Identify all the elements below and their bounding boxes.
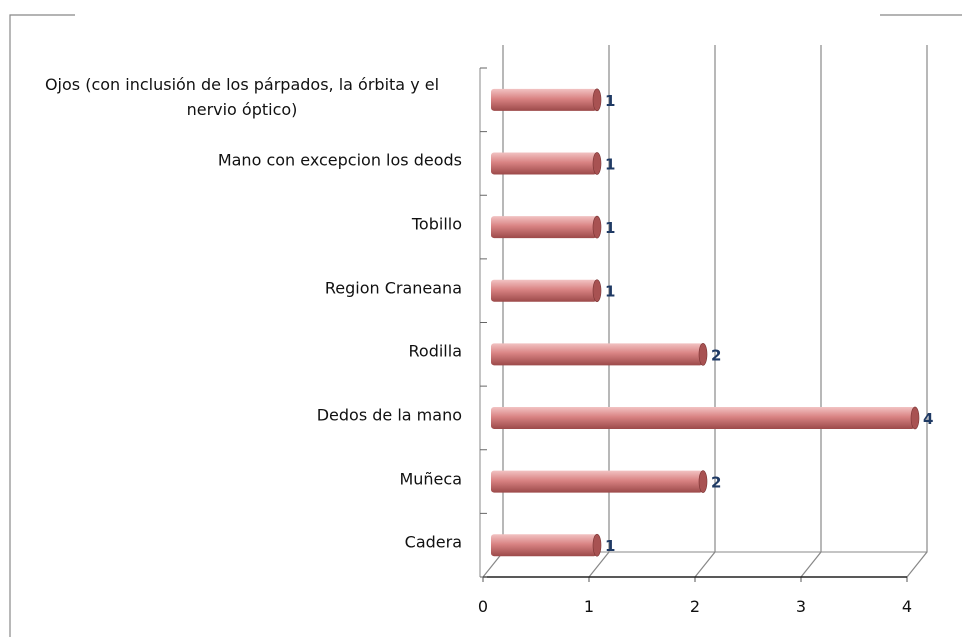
bar-cap <box>592 279 602 302</box>
y-tick-text: Ojos (con inclusión de los párpados, la … <box>44 74 440 119</box>
y-tick-label: Muñeca <box>399 466 462 491</box>
bar-cap <box>910 406 920 430</box>
grid-line <box>800 45 822 578</box>
bar <box>491 279 597 302</box>
value-label: 1 <box>605 219 615 237</box>
value-label: 1 <box>605 537 615 555</box>
bar-cap <box>592 152 602 175</box>
bar-cap <box>698 470 708 493</box>
bar <box>491 406 915 429</box>
x-tick-label: 4 <box>902 597 912 616</box>
bar <box>491 534 597 557</box>
y-tick-label: Dedos de la mano <box>317 402 462 427</box>
x-tick-label: 1 <box>584 597 594 616</box>
y-tick-label: Ojos (con inclusión de los párpados, la … <box>22 72 462 122</box>
bar <box>491 88 597 111</box>
grid-line <box>906 45 928 578</box>
bar <box>491 152 597 175</box>
value-label: 4 <box>923 410 933 428</box>
y-tick-label: Cadera <box>405 530 462 555</box>
bar <box>491 216 597 239</box>
y-tick-text: Muñeca <box>399 469 462 489</box>
y-tick-label: Region Craneana <box>325 275 462 300</box>
frame <box>9 14 962 637</box>
y-tick-text: Cadera <box>404 532 462 552</box>
value-label: 1 <box>605 155 615 173</box>
x-tick-label: 2 <box>690 597 700 616</box>
bar-cap <box>592 88 602 112</box>
y-tick-label: Tobillo <box>412 212 462 237</box>
y-tick-text: Rodilla <box>408 341 462 361</box>
grid-line <box>588 45 610 578</box>
value-label: 2 <box>711 474 721 492</box>
value-label: 1 <box>605 283 615 301</box>
x-tick-label: 0 <box>478 597 488 616</box>
bar <box>491 470 703 493</box>
y-tick-text: Mano con excepcion los deods <box>217 150 462 170</box>
grid-line <box>694 45 716 578</box>
value-label: 1 <box>605 92 615 110</box>
y-tick-text: Tobillo <box>411 214 462 234</box>
bar-cap <box>698 343 708 366</box>
bar-cap <box>592 215 602 239</box>
bar <box>491 343 703 366</box>
y-tick-label: Mano con excepcion los deods <box>218 148 462 173</box>
left-wall <box>482 45 504 578</box>
x-tick-label: 3 <box>796 597 806 616</box>
value-label: 2 <box>711 346 721 364</box>
bar-cap <box>592 533 602 557</box>
y-tick-label: Rodilla <box>409 339 462 364</box>
y-tick-text: Region Craneana <box>324 278 462 298</box>
y-tick-text: Dedos de la mano <box>316 405 462 425</box>
